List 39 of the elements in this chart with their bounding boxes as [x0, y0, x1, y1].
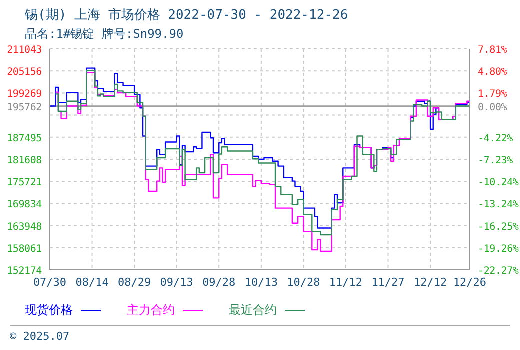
y-tick-label: 158061	[7, 244, 42, 255]
y2-tick-label: 4.80%	[478, 67, 508, 78]
y2-tick-label: 1.79%	[478, 89, 508, 100]
x-tick-label: 12/12	[414, 276, 448, 289]
y2-tick-label: 0.00%	[478, 102, 508, 114]
y-tick-label: 205156	[7, 67, 42, 78]
text: © 2025.07	[10, 330, 70, 343]
y2-tick-label: -16.25%	[478, 222, 519, 233]
y2-tick-label: -22.27%	[478, 266, 519, 277]
legend-label: 最近合约	[229, 302, 277, 319]
x-tick-label: 09/28	[202, 276, 236, 289]
x-tick-label: 09/13	[160, 276, 194, 289]
y-tick-label: 187495	[7, 133, 42, 144]
legend-label: 主力合约	[127, 302, 175, 319]
y-tick-label: 199269	[7, 89, 42, 100]
y2-tick-label: -4.22%	[478, 133, 514, 144]
y-tick-label: 195762	[7, 102, 42, 114]
chart-title: 锡(期) 上海 市场价格 2022-07-30 - 2022-12-26	[25, 7, 348, 24]
x-tick-label: 11/27	[372, 276, 405, 289]
y-tick-label: 169834	[7, 200, 42, 211]
x-tick-label: 10/28	[287, 276, 320, 289]
x-tick-label: 08/29	[118, 276, 152, 289]
x-tick-label: 11/12	[329, 276, 363, 289]
x-tick-label: 12/26	[453, 276, 487, 289]
y2-tick-label: -13.24%	[478, 200, 519, 211]
chart-subtitle: 品名:1#锡锭 牌号:Sn99.90	[25, 26, 184, 43]
y2-tick-label: -10.24%	[478, 178, 519, 189]
x-tick-label: 07/30	[33, 276, 67, 289]
y-tick-label: 181608	[7, 156, 42, 166]
y-tick-label: 211043	[7, 45, 42, 56]
x-tick-label: 08/14	[76, 276, 110, 289]
y2-tick-label: 7.81%	[478, 45, 508, 56]
x-tick-label: 10/13	[244, 276, 278, 289]
y-tick-label: 163948	[7, 222, 42, 233]
legend-label: 现货价格	[25, 302, 73, 319]
y-tick-label: 175721	[7, 178, 42, 189]
y2-tick-label: -7.23%	[478, 156, 514, 166]
y-tick-label: 152174	[7, 266, 42, 277]
y2-tick-label: -19.26%	[478, 244, 519, 255]
